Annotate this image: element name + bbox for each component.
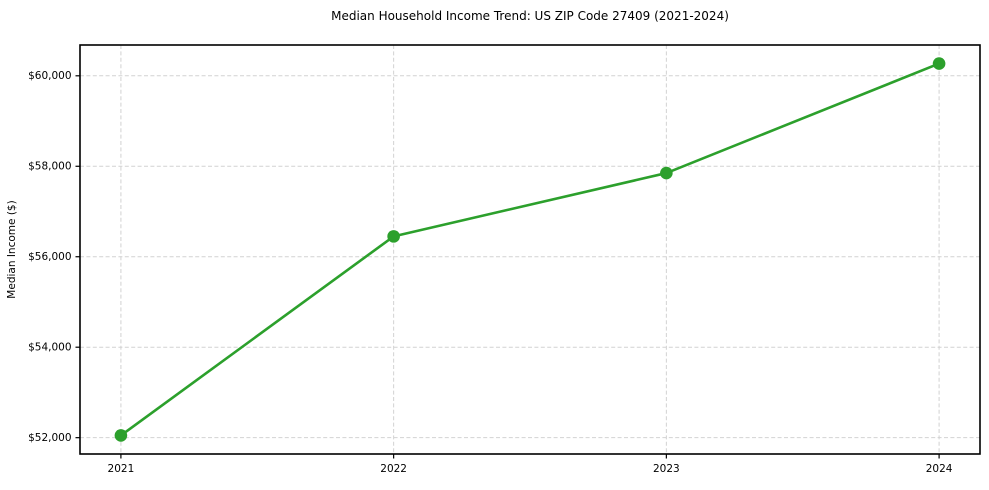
grid-layer <box>80 45 980 454</box>
chart-title: Median Household Income Trend: US ZIP Co… <box>331 9 729 23</box>
data-point-2024 <box>932 57 946 70</box>
x-tick-label: 2021 <box>108 463 135 475</box>
tick-layer: $52,000 $54,000 $56,000 $58,000 $60,000 2021 2… <box>28 70 953 475</box>
y-tick-label: $56,000 <box>28 251 71 263</box>
y-tick-label: $60,000 <box>28 70 71 82</box>
data-point-2021 <box>114 429 128 442</box>
trend-line <box>119 62 941 437</box>
y-tick-label: $58,000 <box>28 161 71 173</box>
series-layer <box>114 57 946 442</box>
plot-frame <box>79 44 981 455</box>
x-tick-label: 2023 <box>653 463 680 475</box>
y-axis-label: Median Income ($) <box>6 200 18 298</box>
y-tick-label: $52,000 <box>28 432 71 444</box>
y-tick-label: $54,000 <box>28 342 71 354</box>
data-point-2023 <box>660 166 673 180</box>
x-tick-label: 2022 <box>380 463 407 475</box>
data-point-2022 <box>387 230 400 243</box>
x-tick-label: 2024 <box>926 463 953 475</box>
